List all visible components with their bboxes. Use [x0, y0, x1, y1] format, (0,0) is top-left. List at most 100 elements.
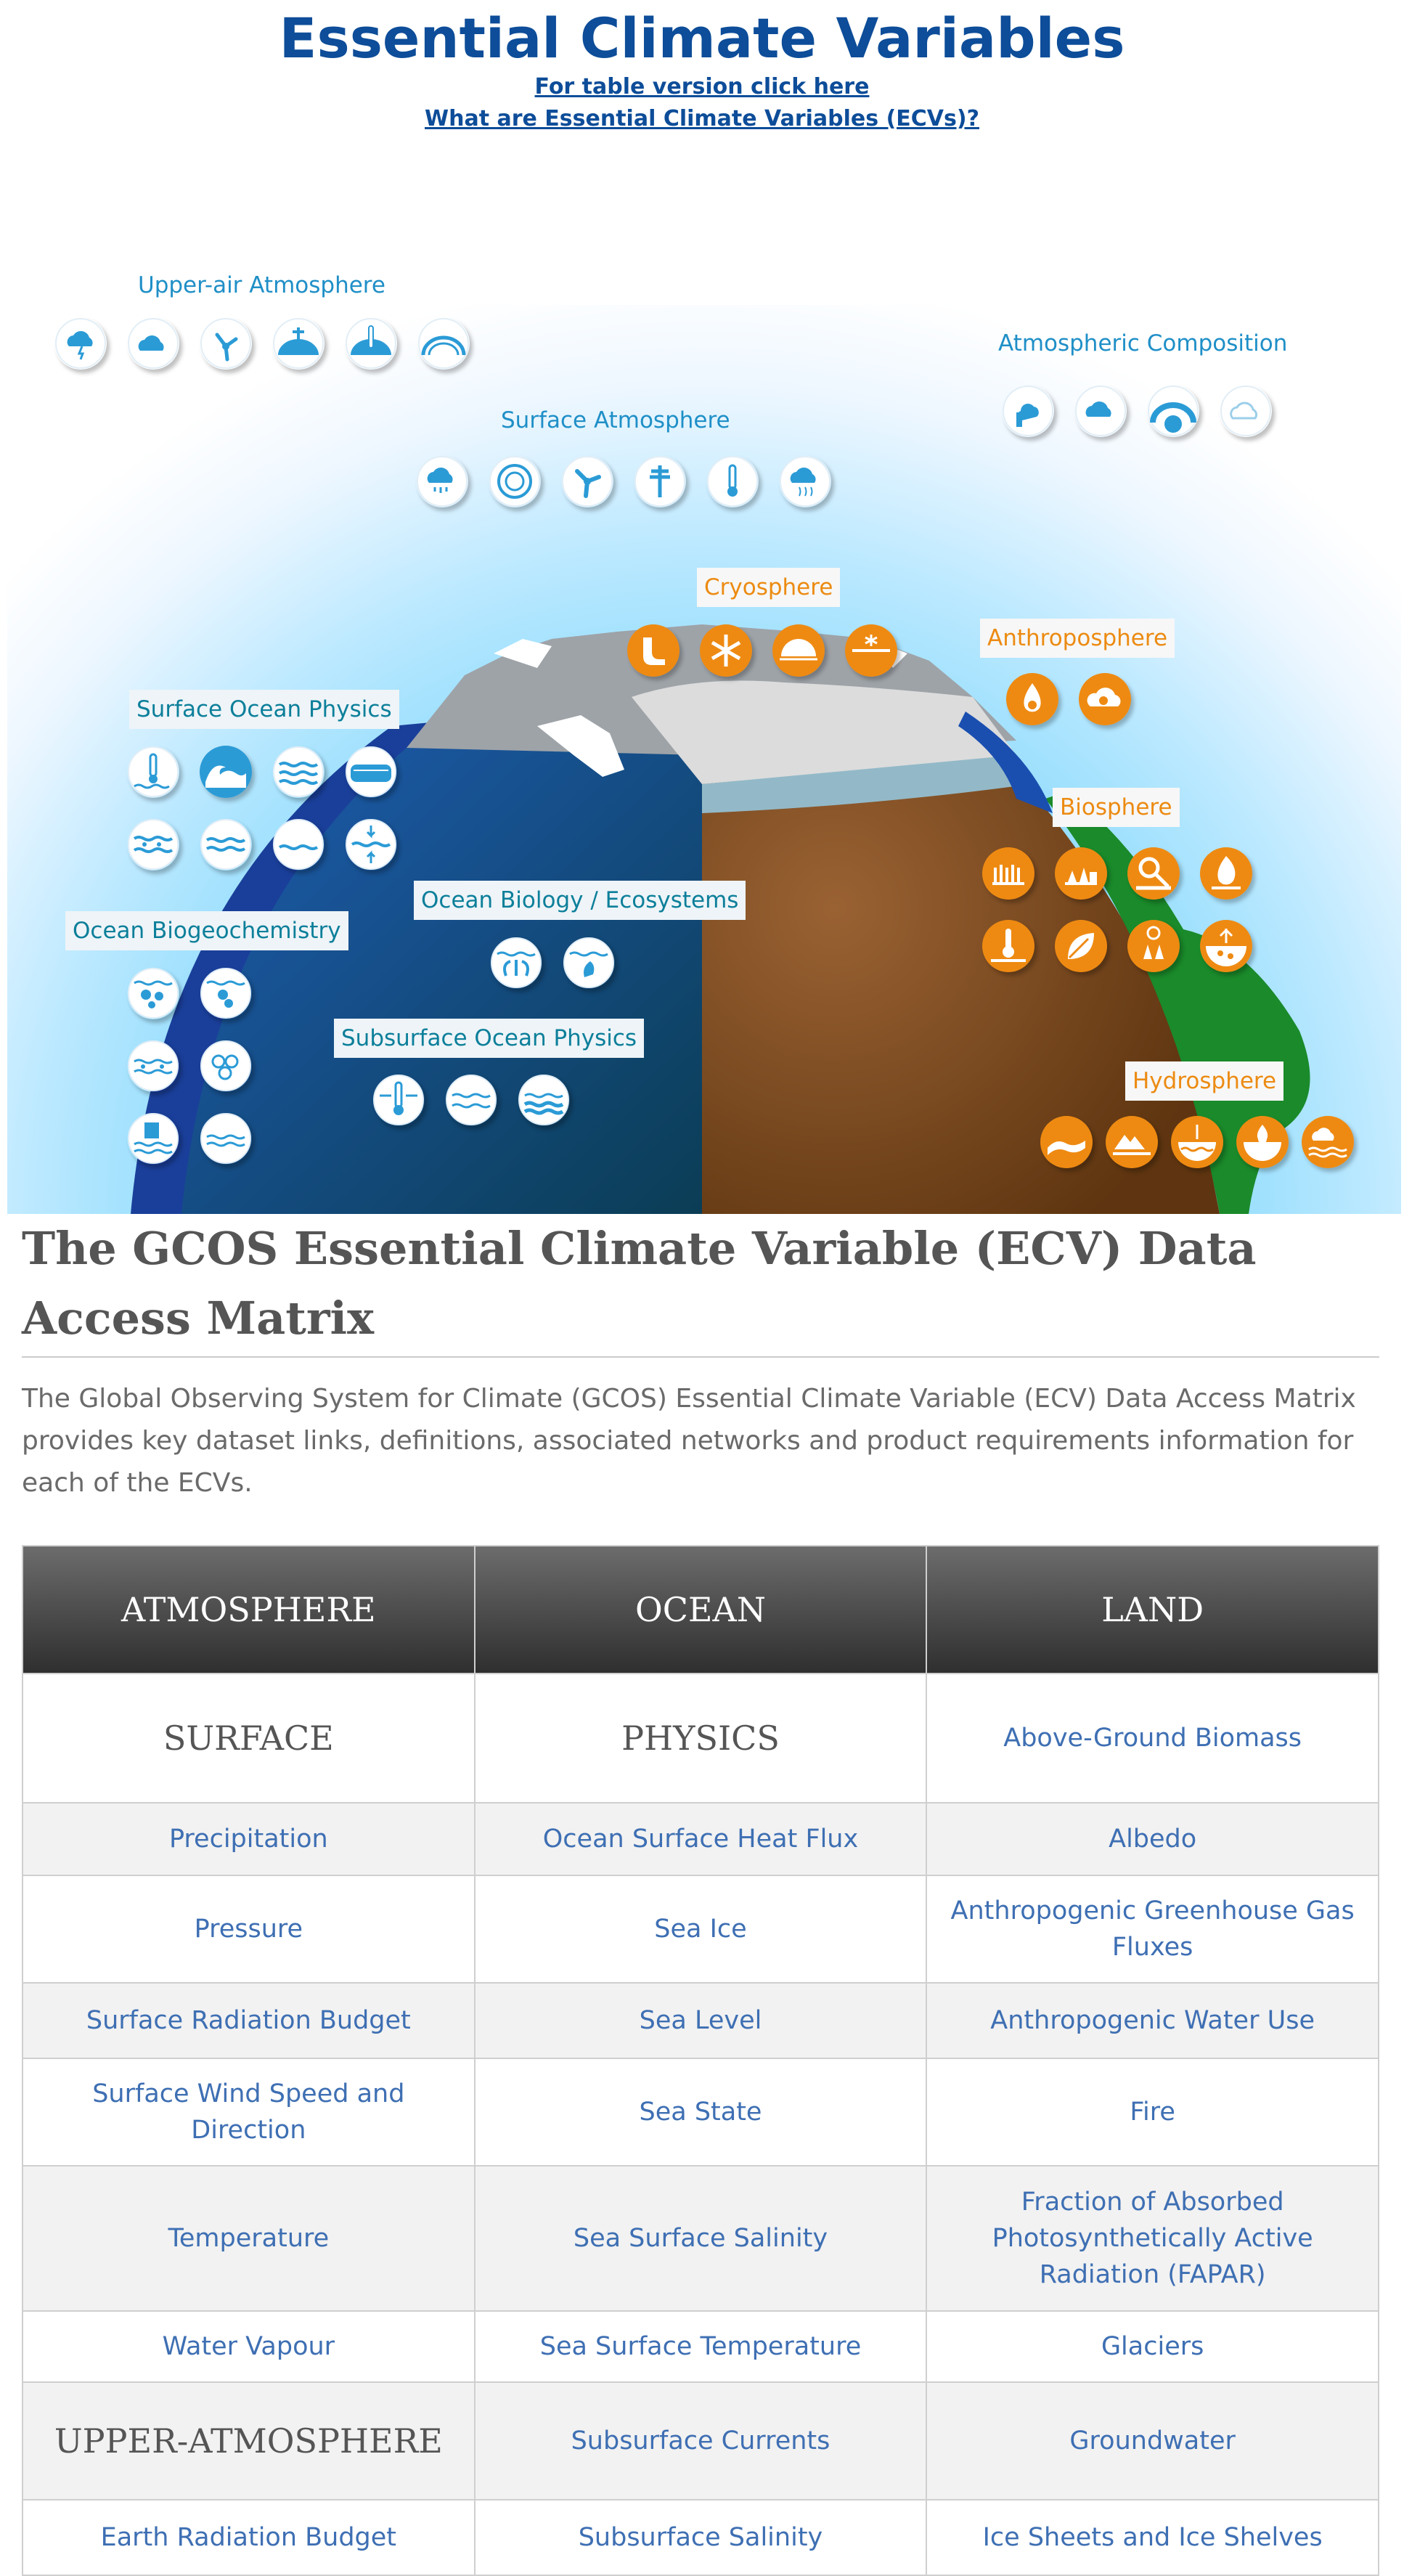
- bio-fire-icon[interactable]: [1200, 847, 1252, 900]
- biogeo-n2o-icon[interactable]: [127, 1112, 179, 1165]
- upper-air-wind-icon[interactable]: [200, 317, 252, 370]
- bio-plankton-icon[interactable]: [490, 937, 542, 989]
- ecv-link[interactable]: Albedo: [926, 1802, 1379, 1876]
- ecv-link[interactable]: Surface Wind Speed and Direction: [22, 2058, 476, 2167]
- hydro-evaporation-icon[interactable]: [1302, 1116, 1354, 1168]
- ecv-link[interactable]: Precipitation: [22, 1802, 476, 1876]
- ecv-table: ATMOSPHERE OCEAN LAND SURFACE PHYSICS Ab…: [22, 1545, 1379, 2576]
- table-row: Water Vapour Sea Surface Temperature Gla…: [22, 2310, 1379, 2383]
- biogeo-inorganic-carbon-icon[interactable]: [127, 967, 179, 1019]
- anthro-ghg-fluxes-icon[interactable]: [1079, 673, 1131, 725]
- biogeo-nutrients-icon[interactable]: [127, 1040, 179, 1092]
- ecv-link[interactable]: Sea Level: [473, 1982, 928, 2059]
- ecv-link[interactable]: Groundwater: [926, 2381, 1379, 2500]
- surface-wind-icon[interactable]: [561, 455, 613, 508]
- label-surface-atmosphere: Surface Atmosphere: [501, 407, 730, 433]
- ecv-link[interactable]: Surface Radiation Budget: [22, 1982, 476, 2059]
- ocean-surface-currents-icon[interactable]: [200, 818, 252, 871]
- table-version-link[interactable]: For table version click here: [534, 74, 870, 99]
- surface-temperature-icon[interactable]: [706, 455, 759, 508]
- ocean: [181, 726, 702, 1214]
- bio-lai-icon[interactable]: [1055, 920, 1107, 972]
- cryo-permafrost-icon[interactable]: [845, 624, 897, 677]
- what-are-ecvs-link[interactable]: What are Essential Climate Variables (EC…: [425, 106, 979, 131]
- composition-aerosols-icon[interactable]: [1002, 385, 1054, 437]
- ocean-stress-icon[interactable]: [345, 818, 397, 871]
- surface-pressure-icon[interactable]: [489, 455, 541, 508]
- table-row: Pressure Sea Ice Anthropogenic Greenhous…: [22, 1875, 1379, 1984]
- subsurface-currents-icon[interactable]: [518, 1074, 570, 1126]
- section-physics: PHYSICS: [473, 1673, 928, 1803]
- bio-lst-icon[interactable]: [982, 920, 1034, 972]
- header-land: LAND: [926, 1545, 1379, 1674]
- ecv-link[interactable]: Above-Ground Biomass: [926, 1673, 1379, 1803]
- ocean-surface-temperature-icon[interactable]: [272, 818, 325, 871]
- biogeo-ocean-color-icon[interactable]: [200, 1112, 252, 1165]
- ecv-link[interactable]: Fire: [926, 2058, 1379, 2167]
- hydro-river-discharge-icon[interactable]: [1040, 1116, 1093, 1168]
- composition-greenhouse-gases-icon[interactable]: [1074, 385, 1127, 437]
- ecv-link[interactable]: Sea State: [473, 2058, 928, 2167]
- table-row: Earth Radiation Budget Subsurface Salini…: [22, 2499, 1379, 2576]
- biogeo-transient-tracers-icon[interactable]: [200, 1040, 252, 1092]
- table-row: SURFACE PHYSICS Above-Ground Biomass: [22, 1673, 1379, 1803]
- ocean-heat-flux-icon[interactable]: [127, 746, 179, 798]
- ecv-link[interactable]: Temperature: [22, 2165, 476, 2312]
- ecv-link[interactable]: Ice Sheets and Ice Shelves: [926, 2499, 1379, 2576]
- label-upper-air-atmosphere: Upper-air Atmosphere: [138, 272, 385, 298]
- hydro-lakes-icon[interactable]: [1106, 1116, 1158, 1168]
- cryo-glacier-icon[interactable]: [627, 624, 679, 677]
- hydro-soil-moisture-icon[interactable]: [1236, 1116, 1289, 1168]
- anthro-water-use-icon[interactable]: [1006, 673, 1058, 725]
- land: [702, 719, 1220, 1214]
- subsurface-salinity-icon[interactable]: [445, 1074, 497, 1126]
- composition-precursors-icon[interactable]: [1220, 385, 1272, 437]
- bio-land-cover-icon[interactable]: [1055, 847, 1107, 900]
- biogeo-oxygen-icon[interactable]: [200, 967, 252, 1019]
- ecv-link[interactable]: Ocean Surface Heat Flux: [473, 1802, 928, 1876]
- bio-soil-carbon-icon[interactable]: [1200, 920, 1252, 972]
- table-row: Surface Radiation Budget Sea Level Anthr…: [22, 1982, 1379, 2059]
- composition-ozone-icon[interactable]: [1147, 385, 1199, 437]
- ecv-link[interactable]: Sea Surface Salinity: [473, 2165, 928, 2312]
- upper-air-cloud-icon[interactable]: [127, 317, 179, 370]
- ocean-surface-salinity-icon[interactable]: [127, 818, 179, 871]
- ocean-sea-state-icon[interactable]: [200, 746, 252, 798]
- header-ocean: OCEAN: [473, 1545, 928, 1674]
- cryo-ice-sheet-icon[interactable]: [772, 624, 825, 677]
- cryo-snow-icon[interactable]: [700, 624, 752, 677]
- ecv-link[interactable]: Pressure: [22, 1875, 476, 1984]
- label-surface-ocean-physics: Surface Ocean Physics: [129, 690, 399, 729]
- ecv-link[interactable]: Earth Radiation Budget: [22, 2499, 476, 2576]
- ecv-link[interactable]: Fraction of Absorbed Photosynthetically …: [926, 2165, 1379, 2312]
- ocean-sea-level-icon[interactable]: [272, 746, 325, 798]
- upper-air-temperature-icon[interactable]: [272, 317, 325, 370]
- ecv-link[interactable]: Anthropogenic Water Use: [926, 1982, 1379, 2059]
- upper-air-pressure-icon[interactable]: [345, 317, 397, 370]
- section-upper-atmosphere: UPPER-ATMOSPHERE: [22, 2381, 476, 2500]
- ecv-link[interactable]: Water Vapour: [22, 2310, 476, 2383]
- ice-sheet: [632, 680, 1016, 784]
- vegetation: [1045, 791, 1310, 1214]
- section-surface: SURFACE: [22, 1673, 476, 1803]
- ecv-link[interactable]: Subsurface Salinity: [473, 2499, 928, 2576]
- upper-air-lightning-icon[interactable]: [54, 317, 107, 370]
- subsurface-temperature-icon[interactable]: [372, 1074, 425, 1126]
- ecv-link[interactable]: Subsurface Currents: [473, 2381, 928, 2500]
- surface-water-vapour-icon[interactable]: [779, 455, 831, 508]
- upper-air-water-vapour-icon[interactable]: [417, 317, 470, 370]
- ecv-link[interactable]: Sea Ice: [473, 1875, 928, 1984]
- label-ocean-biogeochemistry: Ocean Biogeochemistry: [65, 911, 348, 950]
- ocean-sea-ice-icon[interactable]: [345, 746, 397, 798]
- ecv-link[interactable]: Sea Surface Temperature: [473, 2310, 928, 2383]
- surface-precipitation-icon[interactable]: [416, 455, 468, 508]
- bio-albedo-icon[interactable]: [1127, 847, 1180, 900]
- ecv-link[interactable]: Glaciers: [926, 2310, 1379, 2383]
- surface-radiation-icon[interactable]: [634, 455, 686, 508]
- table-row: Temperature Sea Surface Salinity Fractio…: [22, 2165, 1379, 2312]
- bio-fapar-icon[interactable]: [1127, 920, 1180, 972]
- hydro-groundwater-icon[interactable]: [1171, 1116, 1223, 1168]
- bio-biomass-icon[interactable]: [982, 847, 1034, 900]
- ecv-link[interactable]: Anthropogenic Greenhouse Gas Fluxes: [926, 1875, 1379, 1984]
- bio-marine-habitat-icon[interactable]: [563, 937, 615, 989]
